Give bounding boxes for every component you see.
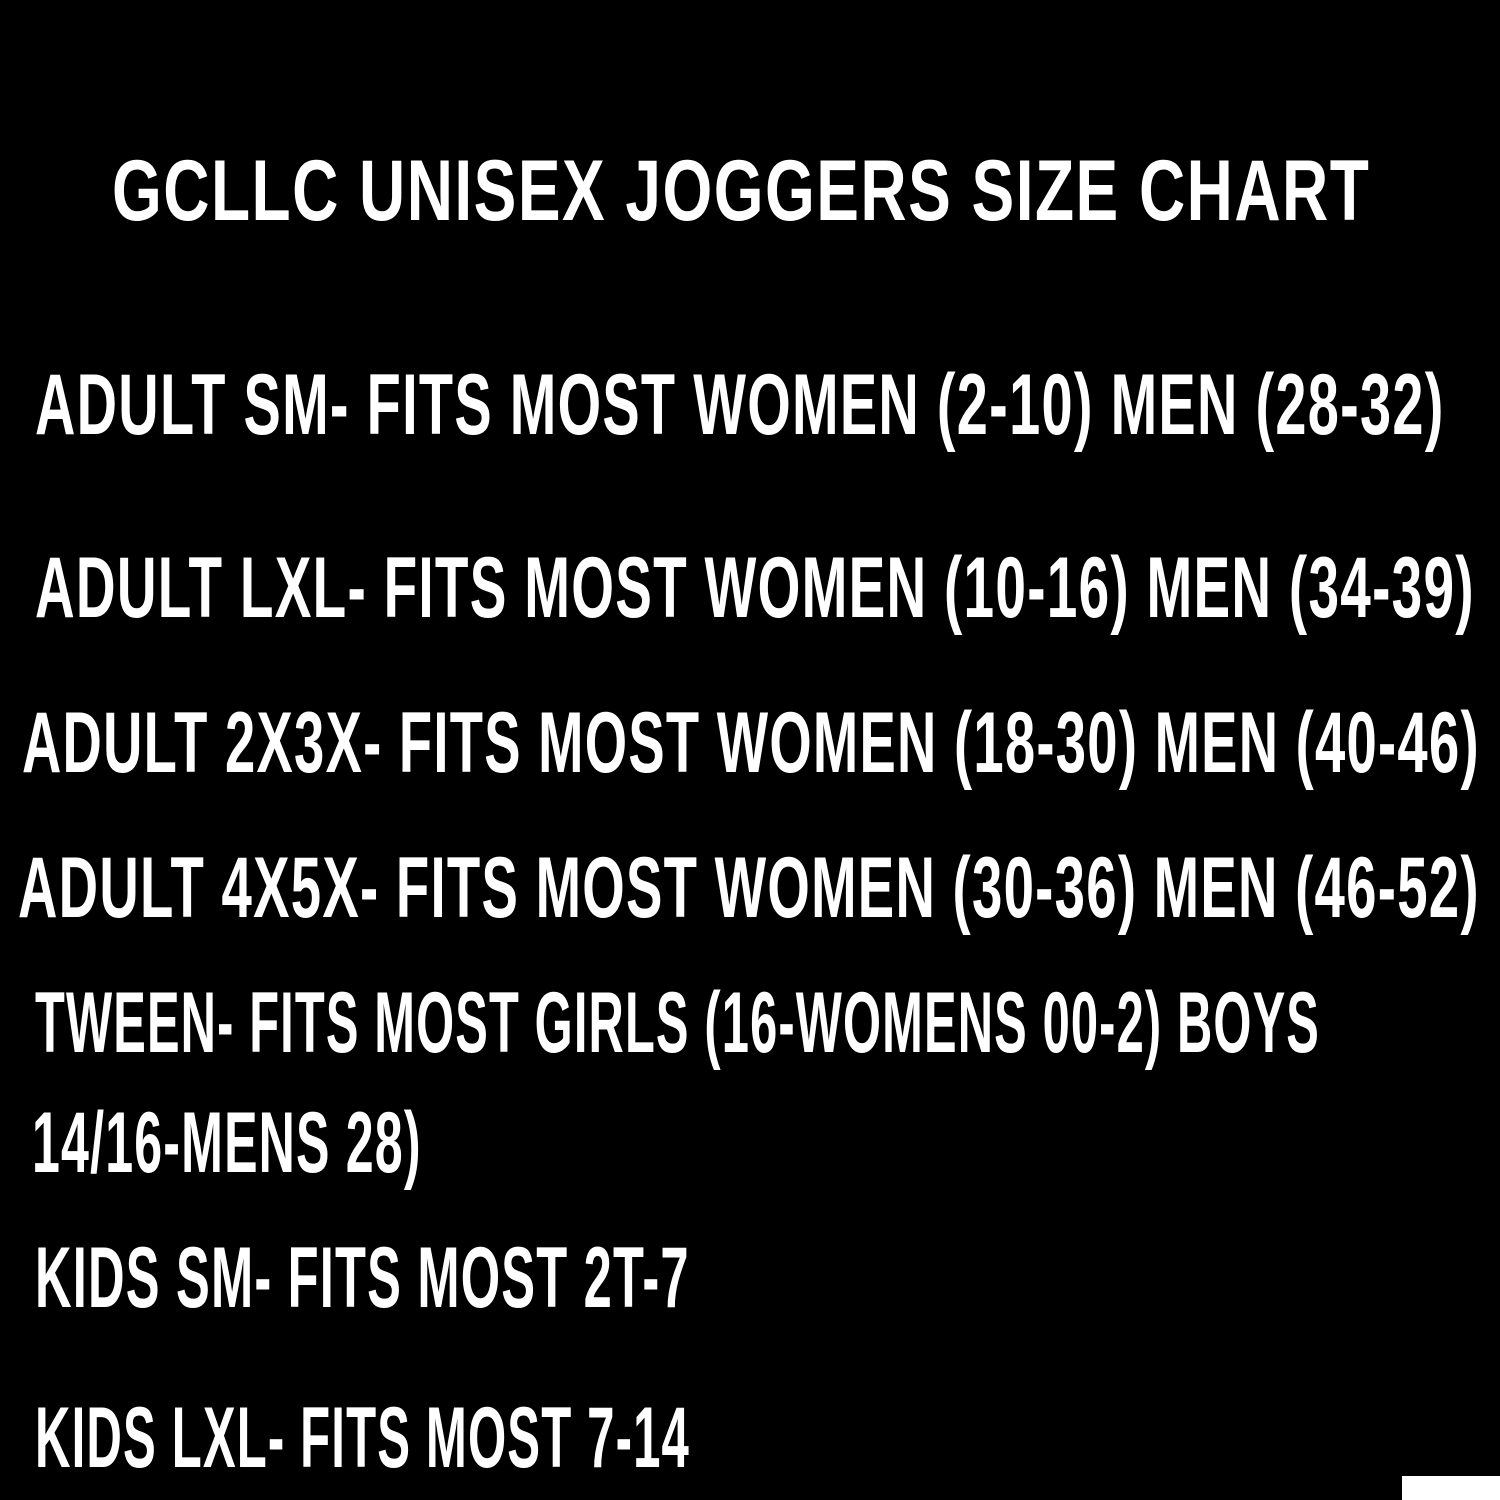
size-row-adult-4x5x: ADULT 4X5X- FITS MOST WOMEN (30-36) MEN … [18,840,1480,936]
size-row-adult-2x3x: ADULT 2X3X- FITS MOST WOMEN (18-30) MEN … [22,695,1480,791]
page-title: GCLLC UNISEX JOGGERS SIZE CHART [112,143,1371,239]
size-row-adult-sm: ADULT SM- FITS MOST WOMEN (2-10) MEN (28… [35,357,1445,453]
size-row-kids-lxl: KIDS LXL- FITS MOST 7-14 [35,1390,690,1486]
corner-patch [1402,1476,1500,1500]
size-row-tween-continued: 14/16-MENS 28) [32,1095,422,1191]
size-row-adult-lxl: ADULT LXL- FITS MOST WOMEN (10-16) MEN (… [35,540,1475,636]
size-row-kids-sm: KIDS SM- FITS MOST 2T-7 [35,1230,690,1326]
size-row-tween: TWEEN- FITS MOST GIRLS (16-WOMENS 00-2) … [35,975,1321,1071]
